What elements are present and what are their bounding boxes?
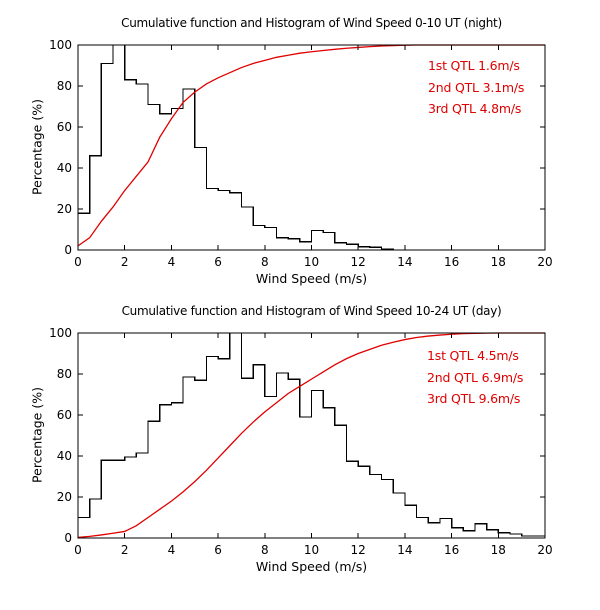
x-tick-label: 2 <box>121 255 129 269</box>
night-quartile-annotations: 1st QTL 1.6m/s 2nd QTL 3.1m/s 3rd QTL 4.… <box>428 55 524 120</box>
axis-tick-labels: 0 2 4 6 8 10 12 14 16 18 20 0 20 40 60 80 100 <box>49 326 553 557</box>
night-y-axis-label: Percentage (%) <box>29 99 45 195</box>
cumulative-curve <box>77 332 545 539</box>
x-tick-label: 20 <box>537 543 552 557</box>
y-tick-label: 60 <box>57 408 72 422</box>
y-tick-label: 20 <box>57 202 72 216</box>
day-quartile-3: 3rd QTL 9.6m/s <box>427 391 521 406</box>
x-tick-label: 14 <box>397 543 412 557</box>
y-tick-label: 40 <box>57 161 72 175</box>
x-tick-label: 18 <box>491 255 506 269</box>
y-tick-label: 60 <box>57 120 72 134</box>
x-tick-label: 10 <box>304 255 319 269</box>
day-quartile-2: 2nd QTL 6.9m/s <box>427 369 524 385</box>
x-tick-label: 2 <box>121 543 129 557</box>
axis-ticks <box>77 332 546 539</box>
night-x-axis-label: Wind Speed (m/s) <box>255 271 368 286</box>
x-tick-label: 20 <box>537 255 552 269</box>
x-tick-label: 4 <box>168 255 176 269</box>
x-tick-label: 8 <box>261 543 269 557</box>
x-tick-label: 6 <box>214 255 222 269</box>
day-quartile-annotations: 1st QTL 4.5m/s 2nd QTL 6.9m/s 3rd QTL 9.… <box>427 345 523 410</box>
histogram-stairs <box>77 332 546 538</box>
day-quartile-1: 1st QTL 4.5m/s <box>427 348 519 363</box>
night-quartile-3: 3rd QTL 4.8m/s <box>428 101 522 116</box>
night-chart-title: Cumulative function and Histogram of Win… <box>121 16 502 30</box>
y-tick-label: 80 <box>57 367 72 381</box>
x-tick-label: 10 <box>304 543 319 557</box>
night-quartile-1: 1st QTL 1.6m/s <box>428 58 520 73</box>
day-y-axis-label: Percentage (%) <box>29 387 45 483</box>
x-tick-label: 6 <box>214 543 222 557</box>
x-tick-label: 4 <box>168 543 176 557</box>
y-tick-label: 20 <box>57 490 72 504</box>
day-chart-title: Cumulative function and Histogram of Win… <box>121 304 502 318</box>
axis-tick-labels: 0 2 4 6 8 10 12 14 16 18 20 0 20 40 60 80 100 <box>49 38 553 269</box>
x-tick-label: 12 <box>351 255 366 269</box>
x-tick-label: 16 <box>444 255 459 269</box>
x-tick-label: 14 <box>397 255 412 269</box>
y-tick-label: 80 <box>57 79 72 93</box>
night-quartile-2: 2nd QTL 3.1m/s <box>428 79 525 95</box>
x-tick-label: 8 <box>261 255 269 269</box>
x-tick-label: 16 <box>444 543 459 557</box>
x-tick-label: 0 <box>74 255 82 269</box>
x-tick-label: 0 <box>74 543 82 557</box>
y-tick-label: 40 <box>57 449 72 463</box>
y-tick-label: 0 <box>64 243 72 257</box>
y-tick-label: 100 <box>49 326 72 340</box>
y-tick-label: 0 <box>64 531 72 545</box>
day-chart-canvas: 0 2 4 6 8 10 12 14 16 18 20 0 20 40 60 80 100 <box>49 326 553 557</box>
x-tick-label: 18 <box>491 543 506 557</box>
night-chart-canvas: 0 2 4 6 8 10 12 14 16 18 20 0 20 40 60 80 100 <box>49 38 553 269</box>
y-tick-label: 100 <box>49 38 72 52</box>
x-tick-label: 12 <box>351 543 366 557</box>
axis-ticks <box>77 44 546 251</box>
day-x-axis-label: Wind Speed (m/s) <box>255 559 368 574</box>
